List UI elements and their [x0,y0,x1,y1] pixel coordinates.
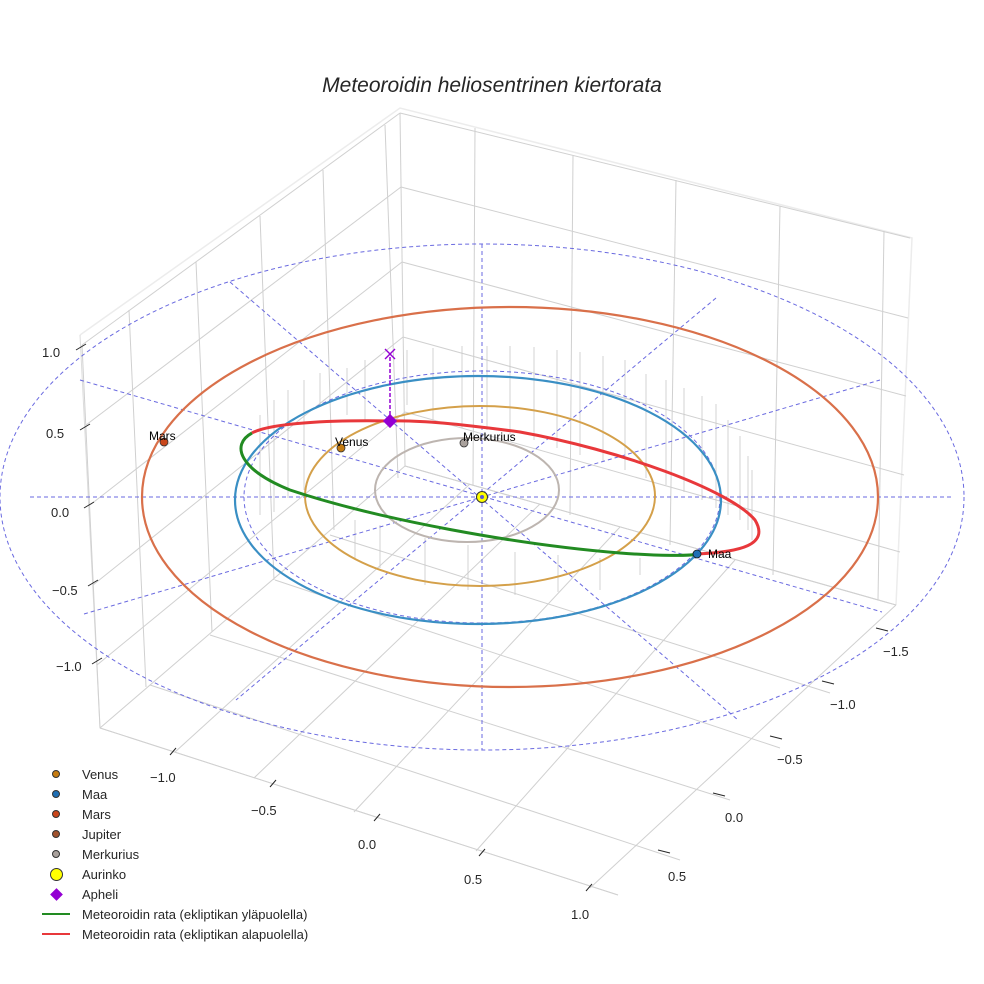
legend-item-apheli: Apheli [36,884,308,904]
legend: Venus Maa Mars Jupiter Merkurius Aurinko… [36,764,308,944]
legend-item-jupiter: Jupiter [36,824,308,844]
y-tick-label: −0.5 [777,752,803,767]
meteoroid-orbit-below-ecliptic [251,419,761,556]
aphelion-group [382,348,398,429]
z-tick-label: 0.0 [51,505,69,520]
legend-label: Apheli [82,886,119,902]
z-tick-label: −0.5 [52,583,78,598]
x-tick-label: −1.0 [150,770,176,785]
z-axis-tick-labels: 1.0 0.5 0.0 −0.5 −1.0 [42,345,82,674]
mercury-orbit [374,437,560,543]
earth-orbit [233,374,723,626]
y-tick-label: −1.5 [883,644,909,659]
legend-label: Aurinko [82,866,127,882]
mercury-dot-icon [52,850,60,858]
legend-label: Meteoroidin rata (ekliptikan alapuolella… [82,926,309,942]
earth-dot-icon [52,790,60,798]
x-tick-label: 0.0 [358,837,376,852]
y-tick-label: 0.5 [668,869,686,884]
earth-marker[interactable] [692,549,702,559]
aphelion-projection-x-icon [384,348,396,360]
venus-dot-icon [52,770,60,778]
legend-item-mars: Mars [36,804,308,824]
mars-orbit [140,305,880,689]
y-tick-label: 0.0 [725,810,743,825]
red-line-icon [42,933,70,935]
mars-dot-icon [52,810,60,818]
x-tick-label: 0.5 [464,872,482,887]
legend-label: Mars [82,806,111,822]
meteoroid-drop-lines [259,346,753,595]
venus-marker[interactable] [336,443,346,453]
mars-label: Mars [149,429,176,443]
legend-label: Jupiter [82,826,122,842]
sun-dot-icon [49,867,63,881]
legend-item-venus: Venus [36,764,308,784]
sun-marker[interactable] [476,491,488,503]
axes-panes [79,107,913,896]
x-tick-label: −0.5 [251,803,277,818]
meteoroid-orbit [239,419,761,557]
legend-item-maa: Maa [36,784,308,804]
y-tick-label: −1.0 [830,697,856,712]
legend-item-orbit-above: Meteoroidin rata (ekliptikan yläpuolella… [36,904,308,924]
jupiter-dot-icon [52,830,60,838]
axis-ticks [75,343,889,892]
legend-item-orbit-below: Meteoroidin rata (ekliptikan alapuolella… [36,924,308,944]
z-tick-label: −1.0 [56,659,82,674]
y-axis-tick-labels: −1.5 −1.0 −0.5 0.0 0.5 [668,644,909,884]
mercury-label: Merkurius [463,430,516,444]
meteoroid-orbit-above-ecliptic [239,431,698,557]
z-tick-label: 1.0 [42,345,60,360]
mars-marker[interactable] [159,437,169,447]
legend-item-merkurius: Merkurius [36,844,308,864]
x-tick-label: 1.0 [571,907,589,922]
earth-label: Maa [708,547,732,561]
x-axis-tick-labels: −1.0 −0.5 0.0 0.5 1.0 [150,770,589,922]
venus-label: Venus [335,435,368,449]
mercury-marker[interactable] [459,438,469,448]
legend-label: Maa [82,786,108,802]
aphelion-diamond-icon [49,887,63,901]
legend-label: Merkurius [82,846,140,862]
chart-title: Meteoroidin heliosentrinen kiertorata [322,74,662,97]
z-tick-label: 0.5 [46,426,64,441]
green-line-icon [42,913,70,915]
legend-item-aurinko: Aurinko [36,864,308,884]
aphelion-diamond-icon [382,413,398,429]
legend-label: Meteoroidin rata (ekliptikan yläpuolella… [82,906,308,922]
legend-label: Venus [82,766,119,782]
